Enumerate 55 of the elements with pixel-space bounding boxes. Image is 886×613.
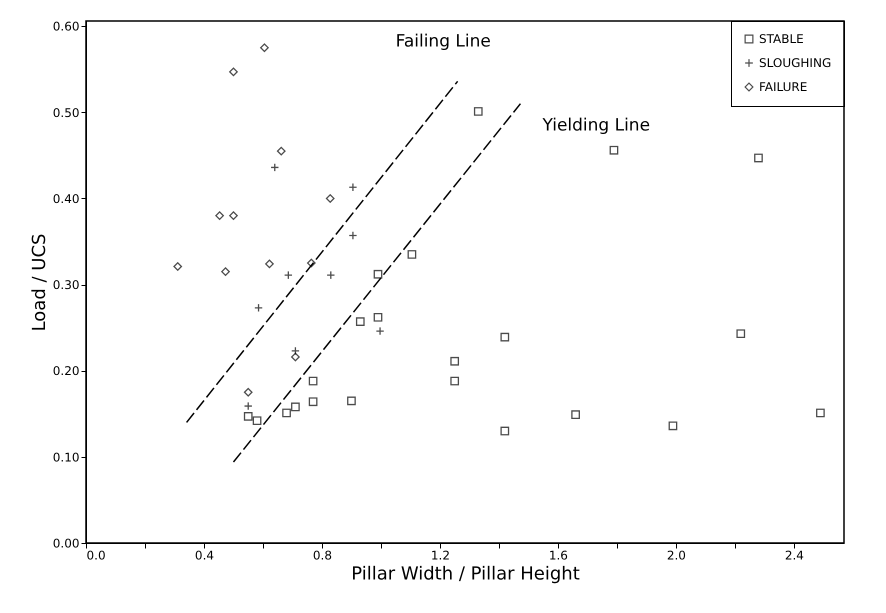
- y-tick-label: 0.60: [52, 20, 80, 34]
- point: [291, 402, 300, 412]
- y-tick-label: 0.30: [52, 278, 80, 292]
- point: [450, 376, 460, 386]
- point: [668, 421, 678, 430]
- point: [356, 317, 365, 326]
- point: [754, 154, 763, 162]
- annotation: Yielding Line: [541, 116, 650, 136]
- point: [474, 107, 483, 116]
- point: [252, 416, 262, 426]
- point: [610, 146, 618, 155]
- point: [816, 408, 825, 418]
- point: [374, 312, 382, 322]
- x-tick-label: 0.8: [312, 548, 332, 562]
- y-tick-label: 0.50: [52, 106, 80, 120]
- annotation: Failing Line: [396, 31, 491, 52]
- point: [347, 396, 356, 406]
- point: [244, 412, 253, 421]
- point: [229, 67, 238, 76]
- y-tick-label: 0.00: [52, 536, 80, 550]
- point: [408, 250, 416, 259]
- x-tick-label: 2.4: [784, 548, 804, 562]
- x-tick-label: 1.2: [430, 548, 450, 562]
- legend-label: FAILURE: [759, 80, 808, 94]
- point: [306, 258, 316, 268]
- y-tick-label: 0.20: [52, 364, 80, 378]
- point: [736, 329, 746, 338]
- point: [500, 426, 510, 436]
- point: [229, 211, 238, 220]
- point: [308, 397, 318, 406]
- point: [291, 352, 300, 362]
- legend-label: STABLE: [759, 32, 804, 46]
- legend-label: SLOUGHING: [759, 56, 832, 70]
- x-tick-label: 0.0: [86, 548, 106, 562]
- x-tick-label: 0.4: [194, 548, 214, 562]
- x-tick-label: 2.0: [666, 548, 686, 562]
- point: [326, 194, 335, 203]
- point: [282, 408, 291, 418]
- y-axis-title: Load / UCS: [28, 234, 50, 332]
- x-tick-label: 1.6: [548, 548, 568, 562]
- point: [173, 262, 182, 271]
- point: [244, 388, 253, 397]
- point: [221, 267, 230, 276]
- point: [450, 356, 460, 366]
- point: [308, 376, 318, 386]
- point: [374, 270, 382, 279]
- y-tick-label: 0.40: [52, 192, 80, 206]
- point: [215, 211, 224, 220]
- point: [260, 43, 269, 52]
- point: [265, 260, 274, 268]
- point: [276, 146, 286, 156]
- point: [500, 332, 510, 342]
- x-axis-title: Pillar Width / Pillar Height: [351, 564, 580, 584]
- y-tick-label: 0.10: [52, 450, 80, 464]
- point: [571, 410, 580, 420]
